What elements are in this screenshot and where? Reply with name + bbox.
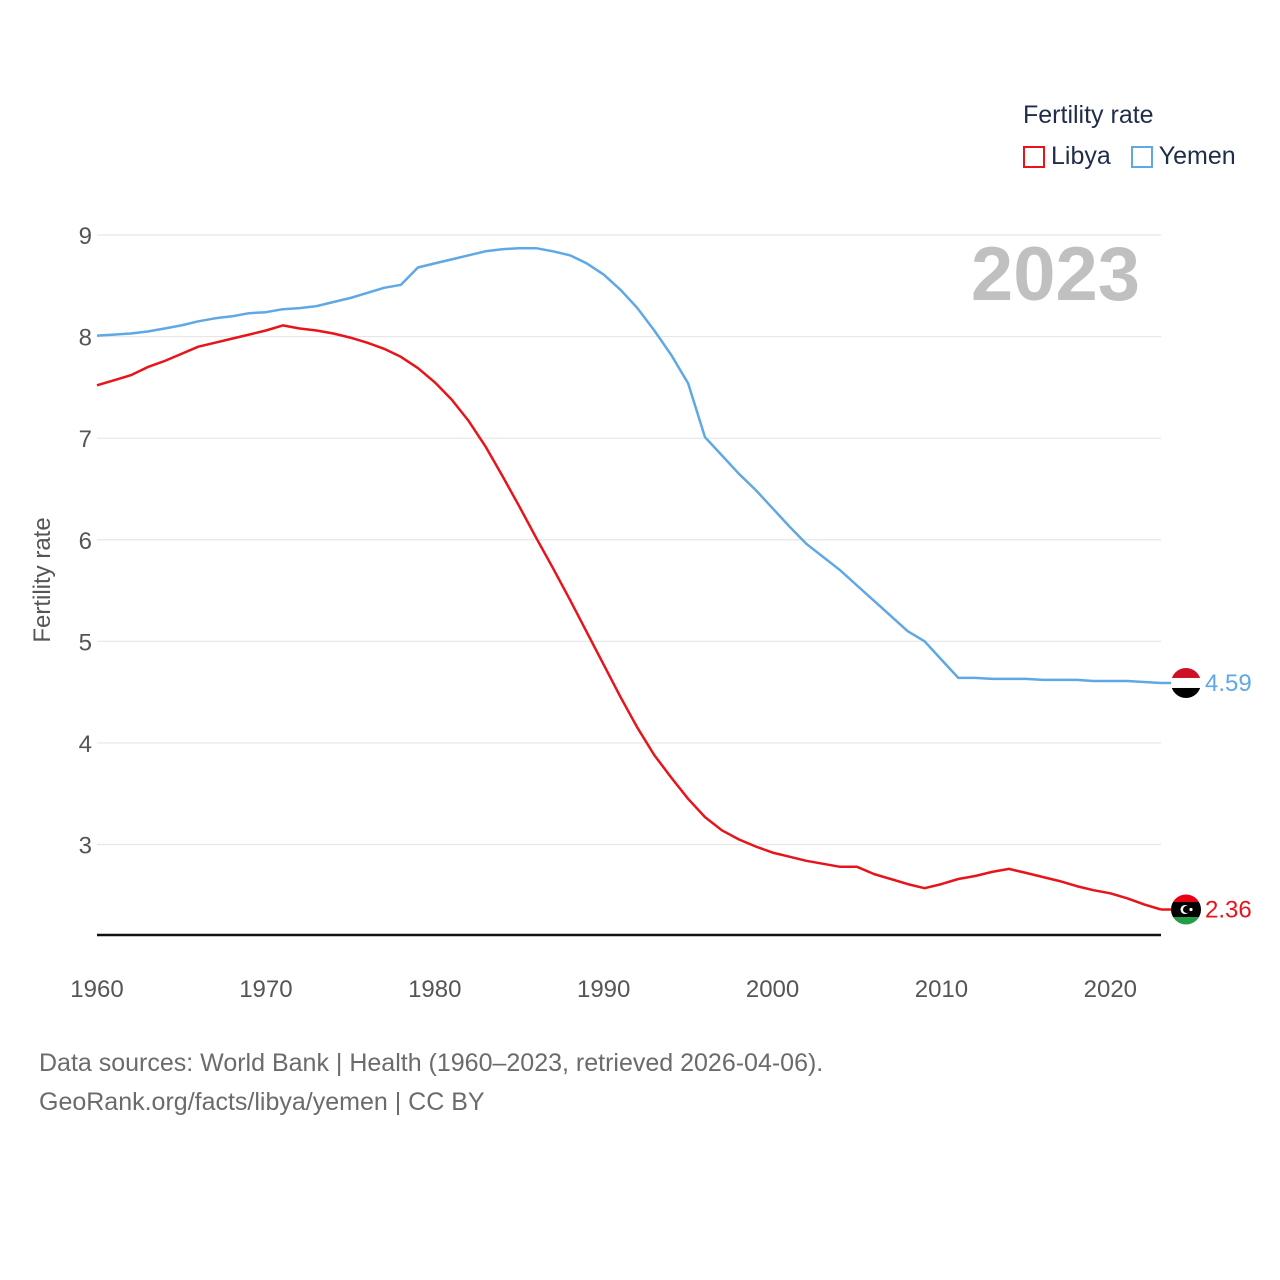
legend: Fertility rate Libya Yemen bbox=[1023, 100, 1236, 171]
y-tick-label-4: 4 bbox=[79, 731, 92, 758]
y-tick-label-8: 8 bbox=[79, 325, 92, 352]
y-tick-label-9: 9 bbox=[79, 223, 92, 250]
y-tick-label-7: 7 bbox=[79, 426, 92, 453]
series-line-libya bbox=[96, 324, 1162, 911]
x-tick-label-1980: 1980 bbox=[408, 976, 461, 1003]
footer-sources: Data sources: World Bank | Health (1960–… bbox=[39, 1049, 824, 1077]
x-tick-label-2020: 2020 bbox=[1084, 976, 1137, 1003]
end-value-label-libya: 2.36 bbox=[1205, 897, 1252, 924]
x-axis-ticks: 1960 1970 1980 1990 2000 2010 2020 bbox=[70, 976, 1137, 1003]
legend-swatch-libya bbox=[1023, 145, 1045, 168]
legend-item-libya[interactable]: Libya bbox=[1023, 142, 1111, 171]
x-tick-label-1990: 1990 bbox=[577, 976, 630, 1003]
y-axis-title: Fertility rate bbox=[29, 517, 56, 642]
series-lines bbox=[96, 246, 1162, 911]
x-tick-label-2010: 2010 bbox=[915, 976, 968, 1003]
y-tick-label-6: 6 bbox=[79, 528, 92, 555]
y-tick-label-5: 5 bbox=[79, 629, 92, 656]
flag-libya-icon bbox=[1171, 894, 1201, 925]
end-value-label-yemen: 4.59 bbox=[1205, 670, 1252, 697]
footer: Data sources: World Bank | Health (1960–… bbox=[39, 1044, 823, 1122]
legend-swatch-yemen bbox=[1130, 145, 1153, 168]
legend-label-libya: Libya bbox=[1051, 142, 1111, 170]
gridlines bbox=[97, 234, 1161, 846]
end-markers: 2.36 4.59 bbox=[1161, 667, 1252, 925]
series-line-yemen bbox=[96, 246, 1162, 685]
legend-label-yemen: Yemen bbox=[1158, 142, 1236, 170]
flag-yemen-icon bbox=[1171, 667, 1201, 698]
footer-credit: GeoRank.org/facts/libya/yemen | CC BY bbox=[39, 1088, 485, 1116]
y-axis-ticks: 3 4 5 6 7 8 9 bbox=[79, 223, 92, 860]
legend-title: Fertility rate bbox=[1023, 101, 1154, 129]
x-tick-label-2000: 2000 bbox=[746, 976, 799, 1003]
legend-item-yemen[interactable]: Yemen bbox=[1130, 142, 1236, 171]
y-tick-label-3: 3 bbox=[79, 833, 92, 860]
x-tick-label-1960: 1960 bbox=[70, 976, 123, 1003]
x-tick-label-1970: 1970 bbox=[239, 976, 292, 1003]
year-label: 2023 bbox=[971, 232, 1140, 317]
legend-items: Libya Yemen bbox=[1023, 142, 1236, 171]
